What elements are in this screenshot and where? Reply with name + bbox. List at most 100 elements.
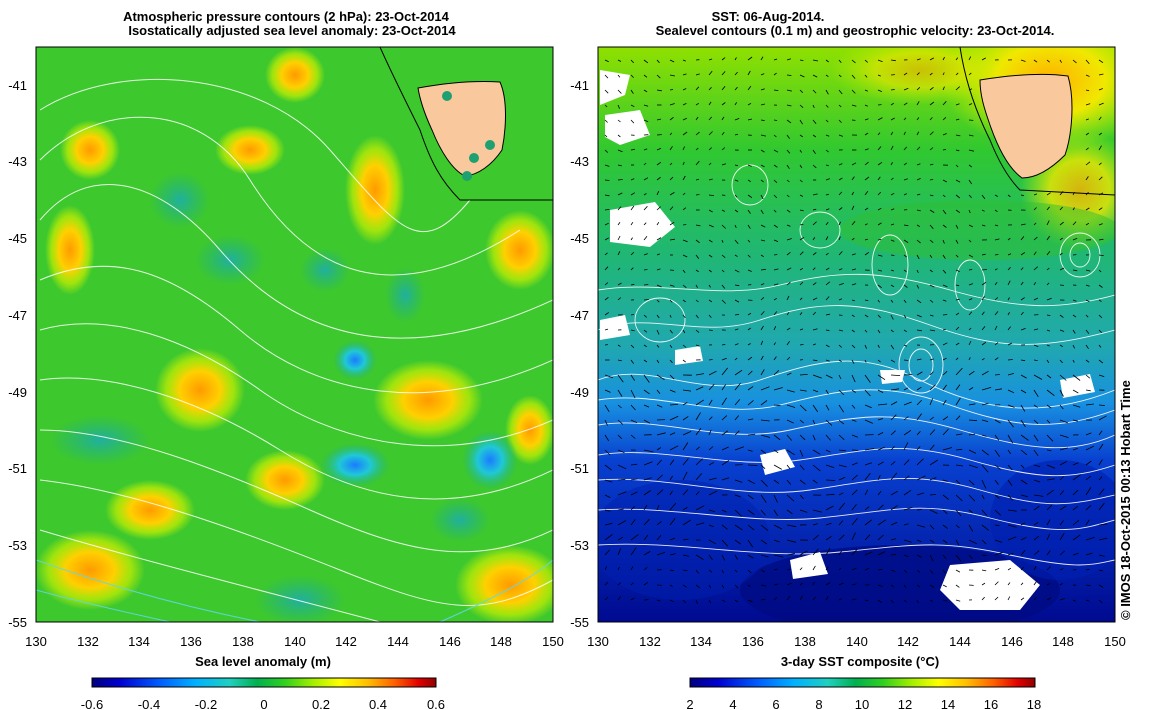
velocity-arrow bbox=[968, 311, 973, 316]
velocity-arrow bbox=[760, 224, 766, 228]
velocity-arrow bbox=[682, 458, 689, 466]
velocity-arrow bbox=[838, 434, 845, 440]
velocity-arrow bbox=[916, 413, 922, 421]
velocity-arrow bbox=[1072, 191, 1075, 196]
velocity-arrow bbox=[929, 398, 933, 406]
velocity-arrow bbox=[1007, 389, 1015, 394]
velocity-arrow bbox=[1059, 434, 1069, 438]
velocity-arrow bbox=[682, 507, 688, 511]
velocity-arrow bbox=[877, 504, 884, 511]
geostrophic-velocity-arrows bbox=[604, 56, 1108, 605]
velocity-arrow bbox=[1046, 389, 1055, 397]
velocity-arrow bbox=[604, 328, 609, 331]
velocity-arrow bbox=[786, 119, 792, 124]
velocity-arrow bbox=[1072, 448, 1078, 451]
velocity-arrow bbox=[643, 461, 653, 466]
velocity-arrow bbox=[877, 239, 882, 241]
velocity-arrow bbox=[604, 449, 611, 456]
velocity-arrow bbox=[682, 284, 687, 289]
velocity-arrow bbox=[994, 268, 998, 271]
velocity-arrow bbox=[1033, 449, 1039, 457]
velocity-arrow bbox=[838, 582, 844, 586]
velocity-arrow bbox=[1085, 132, 1090, 136]
velocity-arrow bbox=[825, 74, 829, 78]
velocity-arrow bbox=[916, 539, 922, 543]
velocity-arrow bbox=[643, 477, 652, 481]
velocity-arrow bbox=[682, 254, 688, 258]
velocity-arrow bbox=[916, 299, 922, 304]
velocity-arrow bbox=[1046, 550, 1051, 556]
velocity-arrow bbox=[786, 209, 791, 213]
left-ytick: -55 bbox=[8, 615, 27, 630]
velocity-arrow bbox=[812, 208, 817, 211]
velocity-arrow bbox=[929, 524, 935, 530]
velocity-arrow bbox=[1085, 176, 1089, 181]
velocity-arrow bbox=[630, 491, 638, 496]
velocity-arrow bbox=[773, 209, 777, 213]
velocity-arrow bbox=[695, 269, 699, 273]
velocity-arrow bbox=[695, 458, 704, 466]
velocity-arrow bbox=[630, 267, 634, 271]
velocity-arrow bbox=[708, 599, 712, 604]
velocity-arrow bbox=[994, 238, 1000, 241]
velocity-arrow bbox=[825, 522, 832, 526]
velocity-arrow bbox=[1020, 389, 1027, 394]
velocity-arrow bbox=[656, 447, 662, 451]
left-map bbox=[36, 47, 553, 622]
velocity-arrow bbox=[760, 569, 766, 573]
velocity-arrow bbox=[877, 519, 887, 526]
velocity-arrow bbox=[643, 148, 648, 151]
velocity-arrow bbox=[838, 404, 845, 413]
velocity-arrow bbox=[760, 554, 769, 558]
velocity-arrow bbox=[1085, 403, 1094, 406]
velocity-arrow bbox=[968, 524, 974, 532]
velocity-arrow bbox=[617, 464, 627, 470]
velocity-arrow bbox=[838, 492, 844, 496]
velocity-arrow bbox=[630, 329, 635, 332]
velocity-arrow bbox=[890, 269, 895, 272]
velocity-arrow bbox=[1085, 284, 1090, 287]
right-xtick: 134 bbox=[690, 634, 712, 649]
velocity-arrow bbox=[773, 179, 778, 183]
velocity-arrow bbox=[825, 119, 829, 123]
velocity-arrow bbox=[1085, 487, 1092, 496]
velocity-arrow bbox=[825, 208, 830, 211]
velocity-arrow bbox=[760, 355, 764, 361]
velocity-arrow bbox=[773, 194, 778, 199]
velocity-arrow bbox=[721, 430, 729, 436]
left-y-axis: -41 -43 -45 -47 -49 -51 -53 -55 bbox=[8, 78, 27, 630]
velocity-arrow bbox=[708, 101, 712, 106]
velocity-arrow bbox=[721, 539, 729, 547]
velocity-arrow bbox=[799, 194, 804, 197]
velocity-arrow bbox=[812, 267, 816, 271]
velocity-arrow bbox=[669, 537, 676, 541]
velocity-arrow bbox=[968, 239, 972, 243]
velocity-arrow bbox=[721, 163, 727, 166]
velocity-arrow bbox=[747, 449, 753, 452]
velocity-arrow bbox=[643, 518, 650, 526]
velocity-arrow bbox=[903, 284, 908, 288]
velocity-arrow bbox=[630, 178, 635, 181]
right-x-axis: 130 132 134 136 138 140 142 144 146 148 … bbox=[587, 634, 1126, 669]
velocity-arrow bbox=[968, 103, 973, 106]
velocity-arrow bbox=[994, 209, 998, 213]
velocity-arrow bbox=[877, 534, 884, 541]
velocity-arrow bbox=[825, 149, 829, 153]
velocity-arrow bbox=[981, 224, 986, 227]
velocity-arrow bbox=[903, 459, 910, 466]
velocity-arrow bbox=[864, 567, 870, 571]
velocity-arrow bbox=[617, 222, 621, 226]
velocity-arrow bbox=[773, 554, 784, 558]
velocity-arrow bbox=[942, 384, 947, 391]
velocity-arrow bbox=[734, 118, 740, 121]
velocity-arrow bbox=[682, 359, 686, 363]
velocity-arrow bbox=[799, 119, 803, 125]
velocity-arrow bbox=[617, 297, 621, 301]
velocity-arrow bbox=[747, 269, 752, 272]
velocity-arrow bbox=[669, 146, 673, 151]
right-colorbar-ramp bbox=[689, 677, 1036, 688]
velocity-arrow bbox=[955, 134, 961, 137]
velocity-arrow bbox=[903, 239, 909, 243]
velocity-arrow bbox=[708, 509, 715, 513]
velocity-arrow bbox=[604, 566, 608, 571]
